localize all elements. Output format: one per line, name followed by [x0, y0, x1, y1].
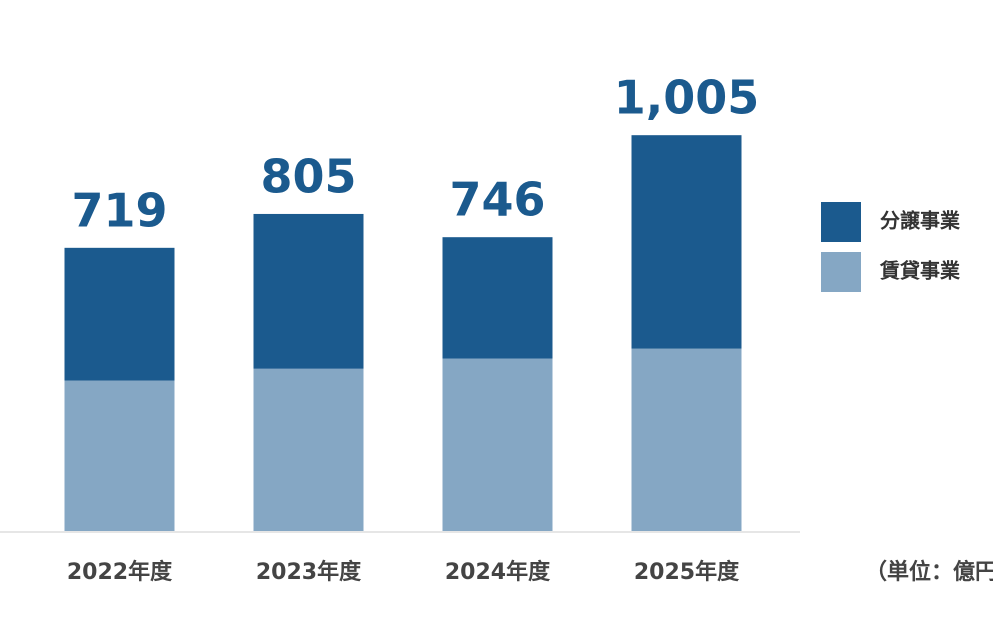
- bar-segment: [442, 358, 553, 531]
- legend-label: 賃貸事業: [879, 259, 961, 283]
- total-label: 1,005: [614, 71, 760, 125]
- bar-segment: [631, 348, 742, 531]
- bar-segment: [631, 135, 742, 349]
- unit-note: （単位：億円）: [865, 559, 993, 585]
- x-tick-label: 2022年度: [67, 559, 173, 585]
- bar-segment: [442, 237, 553, 359]
- bar-segment: [64, 380, 175, 531]
- x-tick-label: 2025年度: [634, 559, 740, 585]
- x-tick-label: 2023年度: [256, 559, 362, 585]
- x-tick-label: 2024年度: [445, 559, 551, 585]
- bar-segment: [253, 368, 364, 531]
- bar-segment: [253, 213, 364, 369]
- total-label: 805: [260, 149, 356, 203]
- legend-swatch: [821, 202, 861, 242]
- bar-segment: [64, 247, 175, 381]
- legend-label: 分譲事業: [880, 209, 961, 233]
- legend-swatch: [821, 252, 861, 292]
- total-label: 719: [71, 183, 167, 237]
- total-label: 746: [449, 173, 545, 227]
